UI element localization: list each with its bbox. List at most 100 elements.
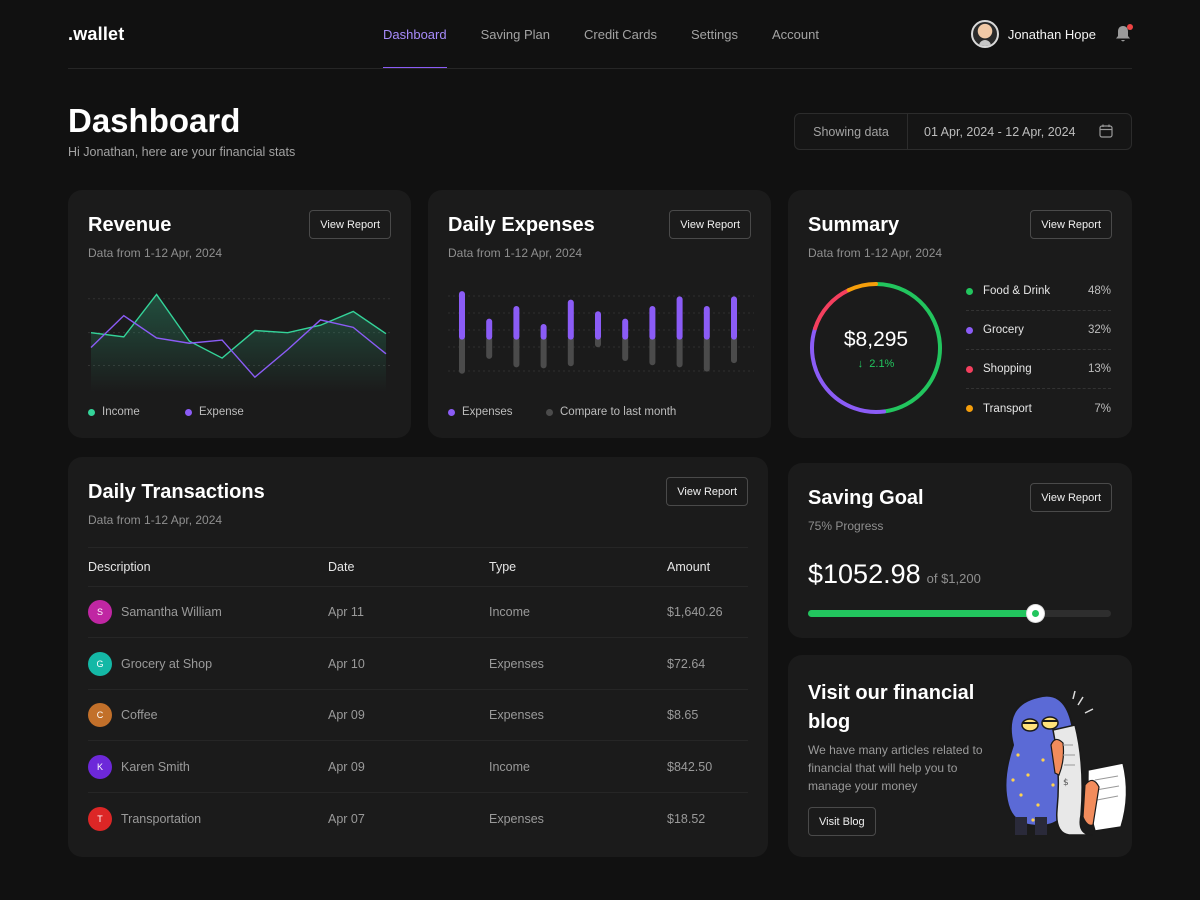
svg-text:$: $ bbox=[1063, 778, 1069, 788]
saving-progress-fill bbox=[808, 610, 1036, 617]
date-range-picker[interactable]: Showing data 01 Apr, 2024 - 12 Apr, 2024 bbox=[794, 113, 1132, 150]
legend-expense: Expense bbox=[185, 406, 244, 418]
avatar: T bbox=[88, 806, 112, 831]
cell-type: Expenses bbox=[489, 811, 544, 826]
summary-item-percent: 48% bbox=[1087, 285, 1111, 297]
saving-goal-total: of $1,200 bbox=[926, 571, 981, 586]
summary-card: Summary Data from 1-12 Apr, 2024 View Re… bbox=[788, 190, 1132, 438]
table-row[interactable]: K Karen Smith Apr 09 Income $842.50 bbox=[88, 742, 748, 793]
cell-description: C Coffee bbox=[88, 690, 158, 740]
description-text: Coffee bbox=[121, 708, 158, 722]
expense-bar bbox=[567, 299, 574, 340]
avatar: K bbox=[88, 754, 112, 779]
summary-view-report-button[interactable]: View Report bbox=[1030, 210, 1112, 239]
compare-bar bbox=[731, 336, 737, 364]
table-row[interactable]: S Samantha William Apr 11 Income $1,640.26 bbox=[88, 587, 748, 638]
transactions-subtitle: Data from 1-12 Apr, 2024 bbox=[88, 513, 223, 527]
legend-compare: Compare to last month bbox=[546, 406, 676, 418]
revenue-title: Revenue bbox=[88, 214, 172, 236]
column-description[interactable]: Description bbox=[88, 560, 151, 574]
column-type[interactable]: Type bbox=[489, 560, 517, 574]
saving-progress-bar bbox=[808, 605, 1111, 622]
column-amount[interactable]: Amount bbox=[667, 560, 711, 574]
saving-subtitle: 75% Progress bbox=[808, 519, 884, 533]
summary-change: ↓ 2.1% bbox=[808, 358, 944, 370]
transactions-view-report-button[interactable]: View Report bbox=[666, 477, 748, 506]
expense-bar bbox=[649, 305, 656, 340]
table-row[interactable]: C Coffee Apr 09 Expenses $8.65 bbox=[88, 690, 748, 741]
revenue-line-chart bbox=[88, 293, 391, 392]
calendar-icon[interactable] bbox=[1099, 124, 1113, 138]
summary-item-label: Grocery bbox=[983, 324, 1024, 336]
transactions-title: Daily Transactions bbox=[88, 481, 265, 503]
user-name[interactable]: Jonathan Hope bbox=[1007, 26, 1096, 42]
table-row[interactable]: G Grocery at Shop Apr 10 Expenses $72.64 bbox=[88, 639, 748, 690]
avatar[interactable] bbox=[970, 20, 999, 48]
nav-settings[interactable]: Settings bbox=[690, 27, 738, 42]
cell-date: Apr 09 bbox=[328, 708, 365, 722]
donut-slice-food-drink bbox=[874, 282, 942, 414]
expense-bar bbox=[486, 318, 493, 340]
avatar: G bbox=[88, 651, 112, 676]
expenses-view-report-button[interactable]: View Report bbox=[669, 210, 751, 239]
saving-progress-handle[interactable] bbox=[1027, 605, 1045, 622]
compare-bar bbox=[567, 336, 574, 367]
description-text: Samantha William bbox=[121, 605, 222, 619]
expenses-title: Daily Expenses bbox=[448, 214, 595, 236]
saving-view-report-button[interactable]: View Report bbox=[1030, 483, 1112, 512]
legend-income-label: Income bbox=[102, 406, 140, 418]
summary-item-swatch bbox=[966, 287, 973, 295]
cell-description: G Grocery at Shop bbox=[88, 639, 212, 689]
monster-receipt-illustration: $ bbox=[1004, 690, 1128, 836]
legend-expense-swatch bbox=[185, 408, 192, 416]
summary-item-swatch bbox=[966, 326, 973, 334]
description-text: Grocery at Shop bbox=[121, 656, 213, 671]
notification-bell-icon[interactable] bbox=[1114, 24, 1133, 44]
legend-expenses: Expenses bbox=[448, 406, 513, 418]
date-range-value[interactable]: 01 Apr, 2024 - 12 Apr, 2024 bbox=[924, 124, 1076, 139]
revenue-view-report-button[interactable]: View Report bbox=[309, 210, 391, 239]
column-date[interactable]: Date bbox=[328, 560, 355, 574]
description-text: Karen Smith bbox=[121, 759, 190, 774]
user-menu[interactable]: Jonathan Hope bbox=[970, 20, 1133, 48]
expense-bar bbox=[540, 323, 547, 340]
cell-type: Income bbox=[489, 759, 530, 774]
notification-dot bbox=[1127, 24, 1133, 30]
legend-income-swatch bbox=[88, 408, 95, 416]
summary-donut-chart bbox=[810, 282, 942, 414]
saving-amount-row: $1052.98 of $1,200 bbox=[808, 559, 981, 590]
nav-dashboard[interactable]: Dashboard bbox=[383, 0, 447, 69]
summary-subtitle: Data from 1-12 Apr, 2024 bbox=[808, 246, 943, 260]
revenue-subtitle: Data from 1-12 Apr, 2024 bbox=[88, 246, 223, 260]
legend-expenses-swatch bbox=[448, 408, 455, 416]
nav-credit-cards[interactable]: Credit Cards bbox=[584, 27, 657, 42]
page-subtitle: Hi Jonathan, here are your financial sta… bbox=[68, 145, 296, 159]
legend-income: Income bbox=[88, 406, 140, 418]
cell-description: S Samantha William bbox=[88, 587, 222, 637]
nav-saving-plan[interactable]: Saving Plan bbox=[480, 27, 550, 42]
compare-bar bbox=[486, 336, 493, 359]
blog-card: Visit our financial blog We have many ar… bbox=[788, 655, 1132, 857]
summary-item: Shopping 13% bbox=[966, 350, 1111, 389]
series-line-expense bbox=[90, 314, 387, 379]
cell-amount: $1,640.26 bbox=[667, 605, 723, 619]
cell-description: K Karen Smith bbox=[88, 742, 190, 792]
compare-bar bbox=[540, 336, 547, 369]
visit-blog-button[interactable]: Visit Blog bbox=[808, 807, 876, 836]
revenue-card: Revenue Data from 1-12 Apr, 2024 View Re… bbox=[68, 190, 411, 438]
daily-transactions-card: Daily Transactions Data from 1-12 Apr, 2… bbox=[68, 457, 768, 857]
legend-compare-label: Compare to last month bbox=[560, 406, 677, 418]
cell-date: Apr 10 bbox=[328, 656, 365, 671]
page-title: Dashboard bbox=[68, 102, 241, 139]
cell-date: Apr 11 bbox=[328, 605, 364, 619]
summary-item: Food & Drink 48% bbox=[966, 272, 1111, 311]
summary-category-list: Food & Drink 48% Grocery 32% Shopping 13% Tran… bbox=[966, 272, 1111, 428]
saving-goal-card: Saving Goal 75% Progress View Report $10… bbox=[788, 463, 1132, 638]
cell-amount: $72.64 bbox=[667, 656, 706, 671]
nav-account[interactable]: Account bbox=[771, 27, 819, 42]
summary-item-swatch bbox=[966, 405, 973, 412]
legend-expenses-label: Expenses bbox=[462, 406, 513, 418]
table-row[interactable]: T Transportation Apr 07 Expenses $18.52 bbox=[88, 793, 748, 844]
brand-logo[interactable]: .wallet bbox=[68, 24, 125, 44]
legend-compare-swatch bbox=[546, 408, 553, 416]
